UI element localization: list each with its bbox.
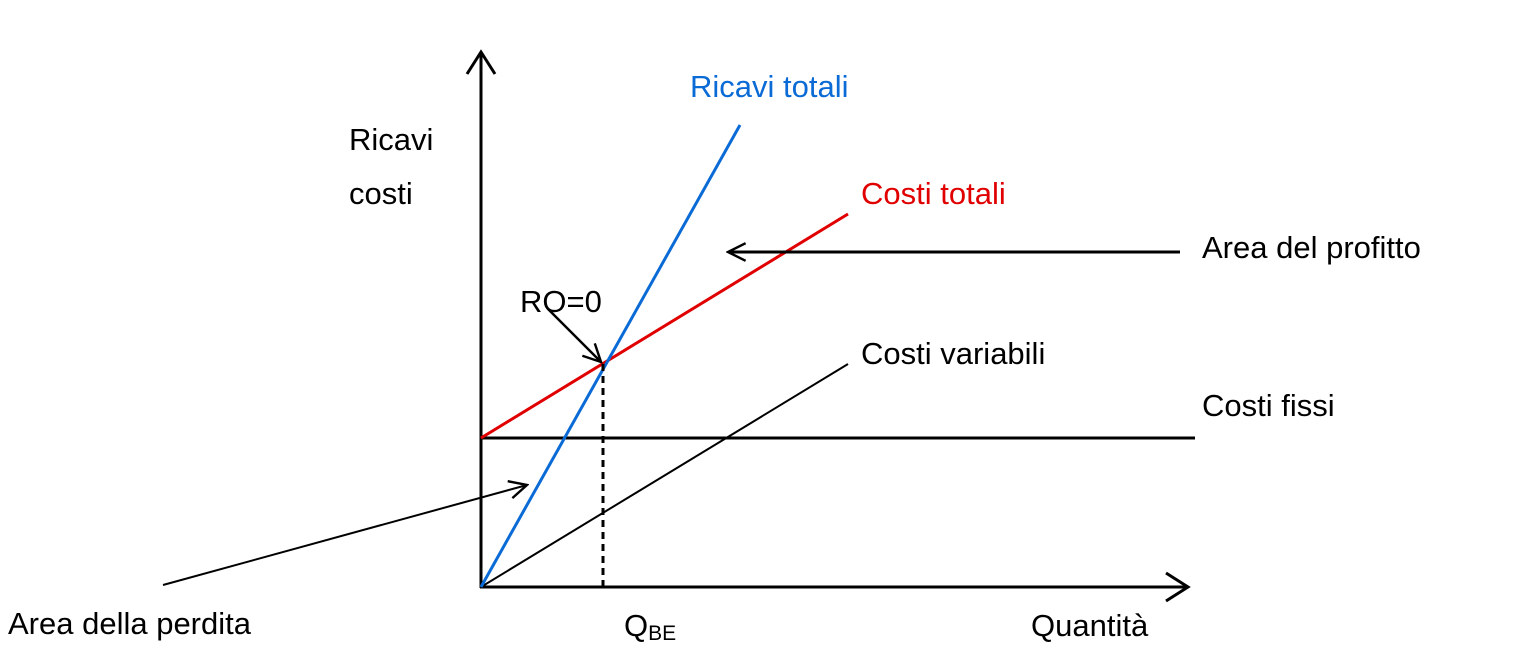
loss-area-label: Area della perdita [8,606,252,641]
y-axis-label: Ricavi [349,122,433,157]
revenue-label: Ricavi totali [690,69,849,104]
total-costs-line [480,212,849,440]
fixed-costs-label: Costi fissi [1202,388,1335,423]
q-main: Q [624,608,648,643]
y-axis-arrow [465,49,497,75]
q-sub: BE [648,622,676,645]
loss-arrow [162,485,527,586]
x-axis-label: Quantità [1031,608,1149,643]
variable-costs-line [480,363,849,588]
break-even-quantity-label: QBE [624,608,676,645]
y-axis-label: costi [349,176,413,211]
profit-area-label: Area del profitto [1202,230,1421,265]
x-axis-arrow [1165,571,1191,603]
break-even-arrow [547,308,601,362]
revenue-line [479,124,742,588]
total-costs-label: Costi totali [861,176,1006,211]
variable-costs-label: Costi variabili [861,336,1045,371]
break-even-label: RO=0 [520,284,602,319]
